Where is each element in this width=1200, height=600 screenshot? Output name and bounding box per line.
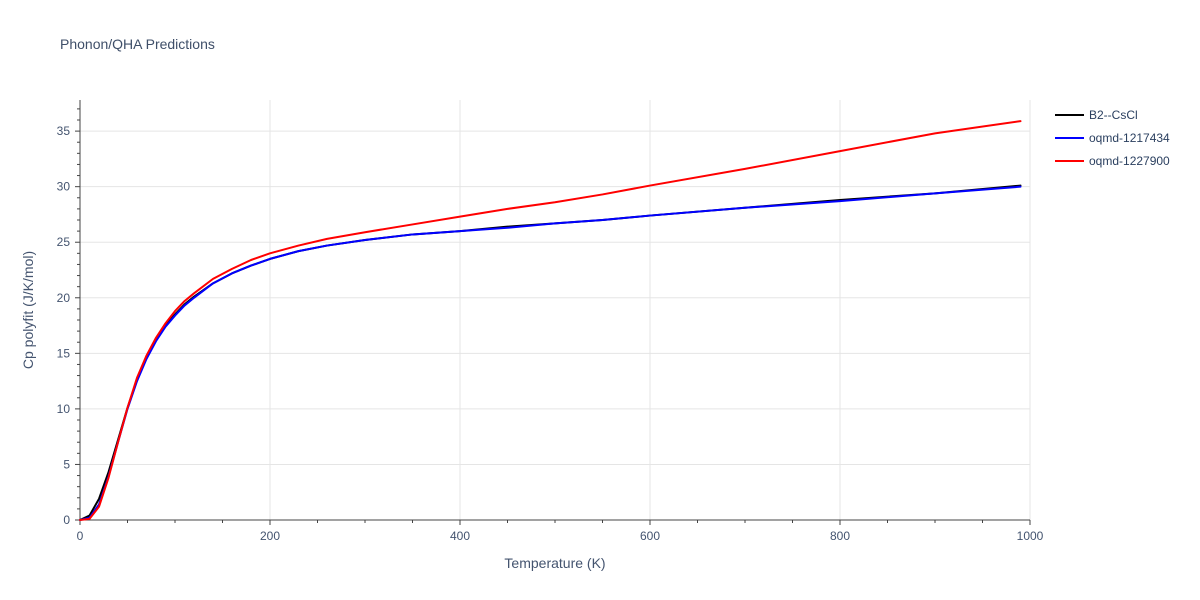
legend-label: B2--CsCl bbox=[1089, 108, 1138, 122]
legend-label: oqmd-1227900 bbox=[1089, 154, 1170, 168]
y-tick-label: 5 bbox=[63, 457, 70, 471]
x-tick-label: 0 bbox=[77, 529, 84, 543]
y-tick-label: 35 bbox=[57, 124, 71, 138]
x-tick-label: 200 bbox=[260, 529, 280, 543]
series-line-1[interactable] bbox=[79, 184, 1022, 521]
x-tick-label: 800 bbox=[830, 529, 850, 543]
y-tick-label: 10 bbox=[57, 402, 71, 416]
y-tick-label: 20 bbox=[57, 291, 71, 305]
legend-item[interactable]: B2--CsCl bbox=[1055, 108, 1138, 122]
x-tick-label: 1000 bbox=[1017, 529, 1044, 543]
x-axis-title: Temperature (K) bbox=[504, 555, 605, 571]
chart-title: Phonon/QHA Predictions bbox=[60, 36, 215, 52]
legend-item[interactable]: oqmd-1227900 bbox=[1055, 154, 1170, 168]
series-line-3[interactable] bbox=[79, 120, 1022, 521]
x-tick-label: 400 bbox=[450, 529, 470, 543]
legend[interactable]: B2--CsCl oqmd-1217434 oqmd-1227900 bbox=[1055, 108, 1170, 168]
series-lines bbox=[79, 120, 1022, 521]
legend-label: oqmd-1217434 bbox=[1089, 131, 1170, 145]
legend-item[interactable]: oqmd-1217434 bbox=[1055, 131, 1170, 145]
y-tick-label: 30 bbox=[57, 180, 71, 194]
y-tick-label: 15 bbox=[57, 346, 71, 360]
axes: 0 200 400 600 800 1000 0 5 10 15 20 25 30 35 bbox=[57, 100, 1044, 543]
y-axis-title: Cp polyfit (J/K/mol) bbox=[20, 251, 36, 369]
grid-lines bbox=[80, 100, 1031, 520]
y-tick-label: 25 bbox=[57, 235, 71, 249]
x-tick-label: 600 bbox=[640, 529, 660, 543]
y-tick-label: 0 bbox=[63, 513, 70, 527]
